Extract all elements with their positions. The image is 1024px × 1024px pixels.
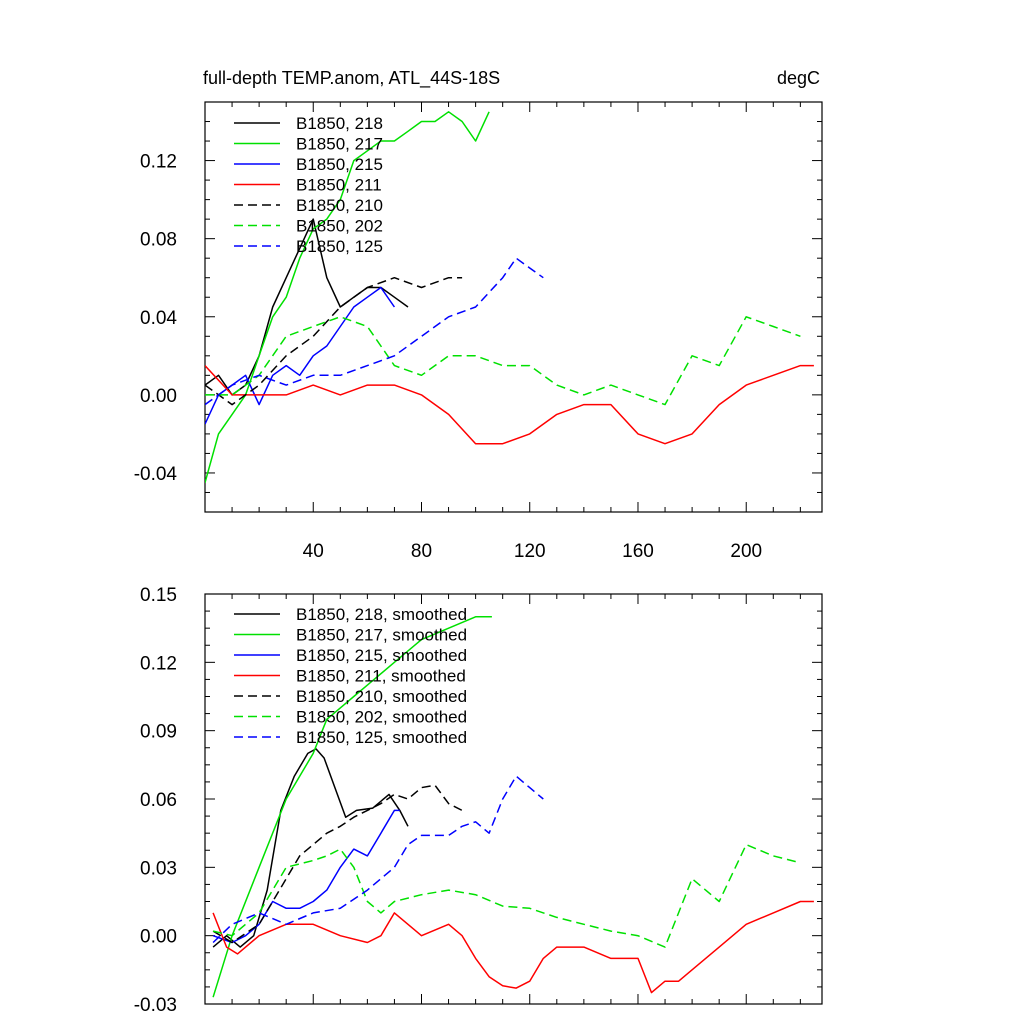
top-chart-panel: full-depth TEMP.anom, ATL_44S-18S degC 4…	[134, 68, 823, 562]
series-group	[212, 616, 814, 998]
plot-frame	[204, 101, 823, 513]
legend-label: B1850, 210	[296, 196, 383, 215]
legend-label: B1850, 217, smoothed	[296, 626, 467, 645]
legend-label: B1850, 218, smoothed	[296, 605, 467, 624]
units-label: degC	[777, 68, 820, 88]
chart-title: full-depth TEMP.anom, ATL_44S-18S	[203, 68, 500, 89]
y-tick-label: -0.04	[134, 464, 178, 485]
series-line	[205, 276, 463, 406]
y-tick-label: 0.15	[140, 585, 177, 606]
legend-label: B1850, 211, smoothed	[296, 667, 466, 686]
legend-label: B1850, 125	[296, 237, 383, 256]
legend-label: B1850, 218	[296, 114, 383, 133]
legend-label: B1850, 202	[296, 217, 383, 236]
y-tick-label: 0.04	[140, 308, 177, 329]
series-line	[205, 316, 801, 406]
y-tick-label: 0.12	[140, 653, 177, 674]
series-group	[205, 111, 814, 483]
y-tick-label: 0.12	[140, 152, 177, 173]
series-line	[205, 257, 544, 406]
series-line	[212, 900, 814, 994]
series-line	[205, 286, 396, 425]
legend-label: B1850, 215, smoothed	[296, 646, 467, 665]
series-line	[205, 111, 490, 483]
series-line	[205, 364, 814, 445]
x-tick-label: 40	[303, 541, 324, 562]
x-tick-label: 80	[411, 541, 432, 562]
y-tick-label: 0.00	[140, 386, 177, 407]
series-line	[212, 748, 409, 948]
legend-label: B1850, 215	[296, 155, 383, 174]
series-line	[212, 784, 463, 944]
legend-label: B1850, 211	[296, 176, 382, 195]
legend-label: B1850, 217	[296, 135, 383, 154]
y-tick-label: 0.03	[140, 858, 177, 879]
series-line	[212, 616, 492, 998]
legend-label: B1850, 125, smoothed	[296, 728, 467, 747]
x-tick-label: 120	[514, 541, 546, 562]
legend-label: B1850, 202, smoothed	[296, 708, 467, 727]
legend-label: B1850, 210, smoothed	[296, 687, 467, 706]
y-tick-label: -0.03	[134, 995, 177, 1016]
series-line	[212, 775, 544, 944]
x-tick-label: 200	[730, 541, 762, 562]
series-line	[212, 809, 400, 944]
y-tick-label: 0.00	[140, 927, 177, 948]
y-tick-label: 0.09	[140, 722, 177, 743]
y-tick-label: 0.06	[140, 790, 177, 811]
series-line	[212, 843, 801, 948]
y-tick-label: 0.08	[140, 230, 177, 251]
bottom-chart-panel: -0.03 0.00 0.03 0.06 0.09 0.12 0.15 B1850, 218,…	[134, 585, 823, 1016]
x-tick-label: 160	[622, 541, 654, 562]
